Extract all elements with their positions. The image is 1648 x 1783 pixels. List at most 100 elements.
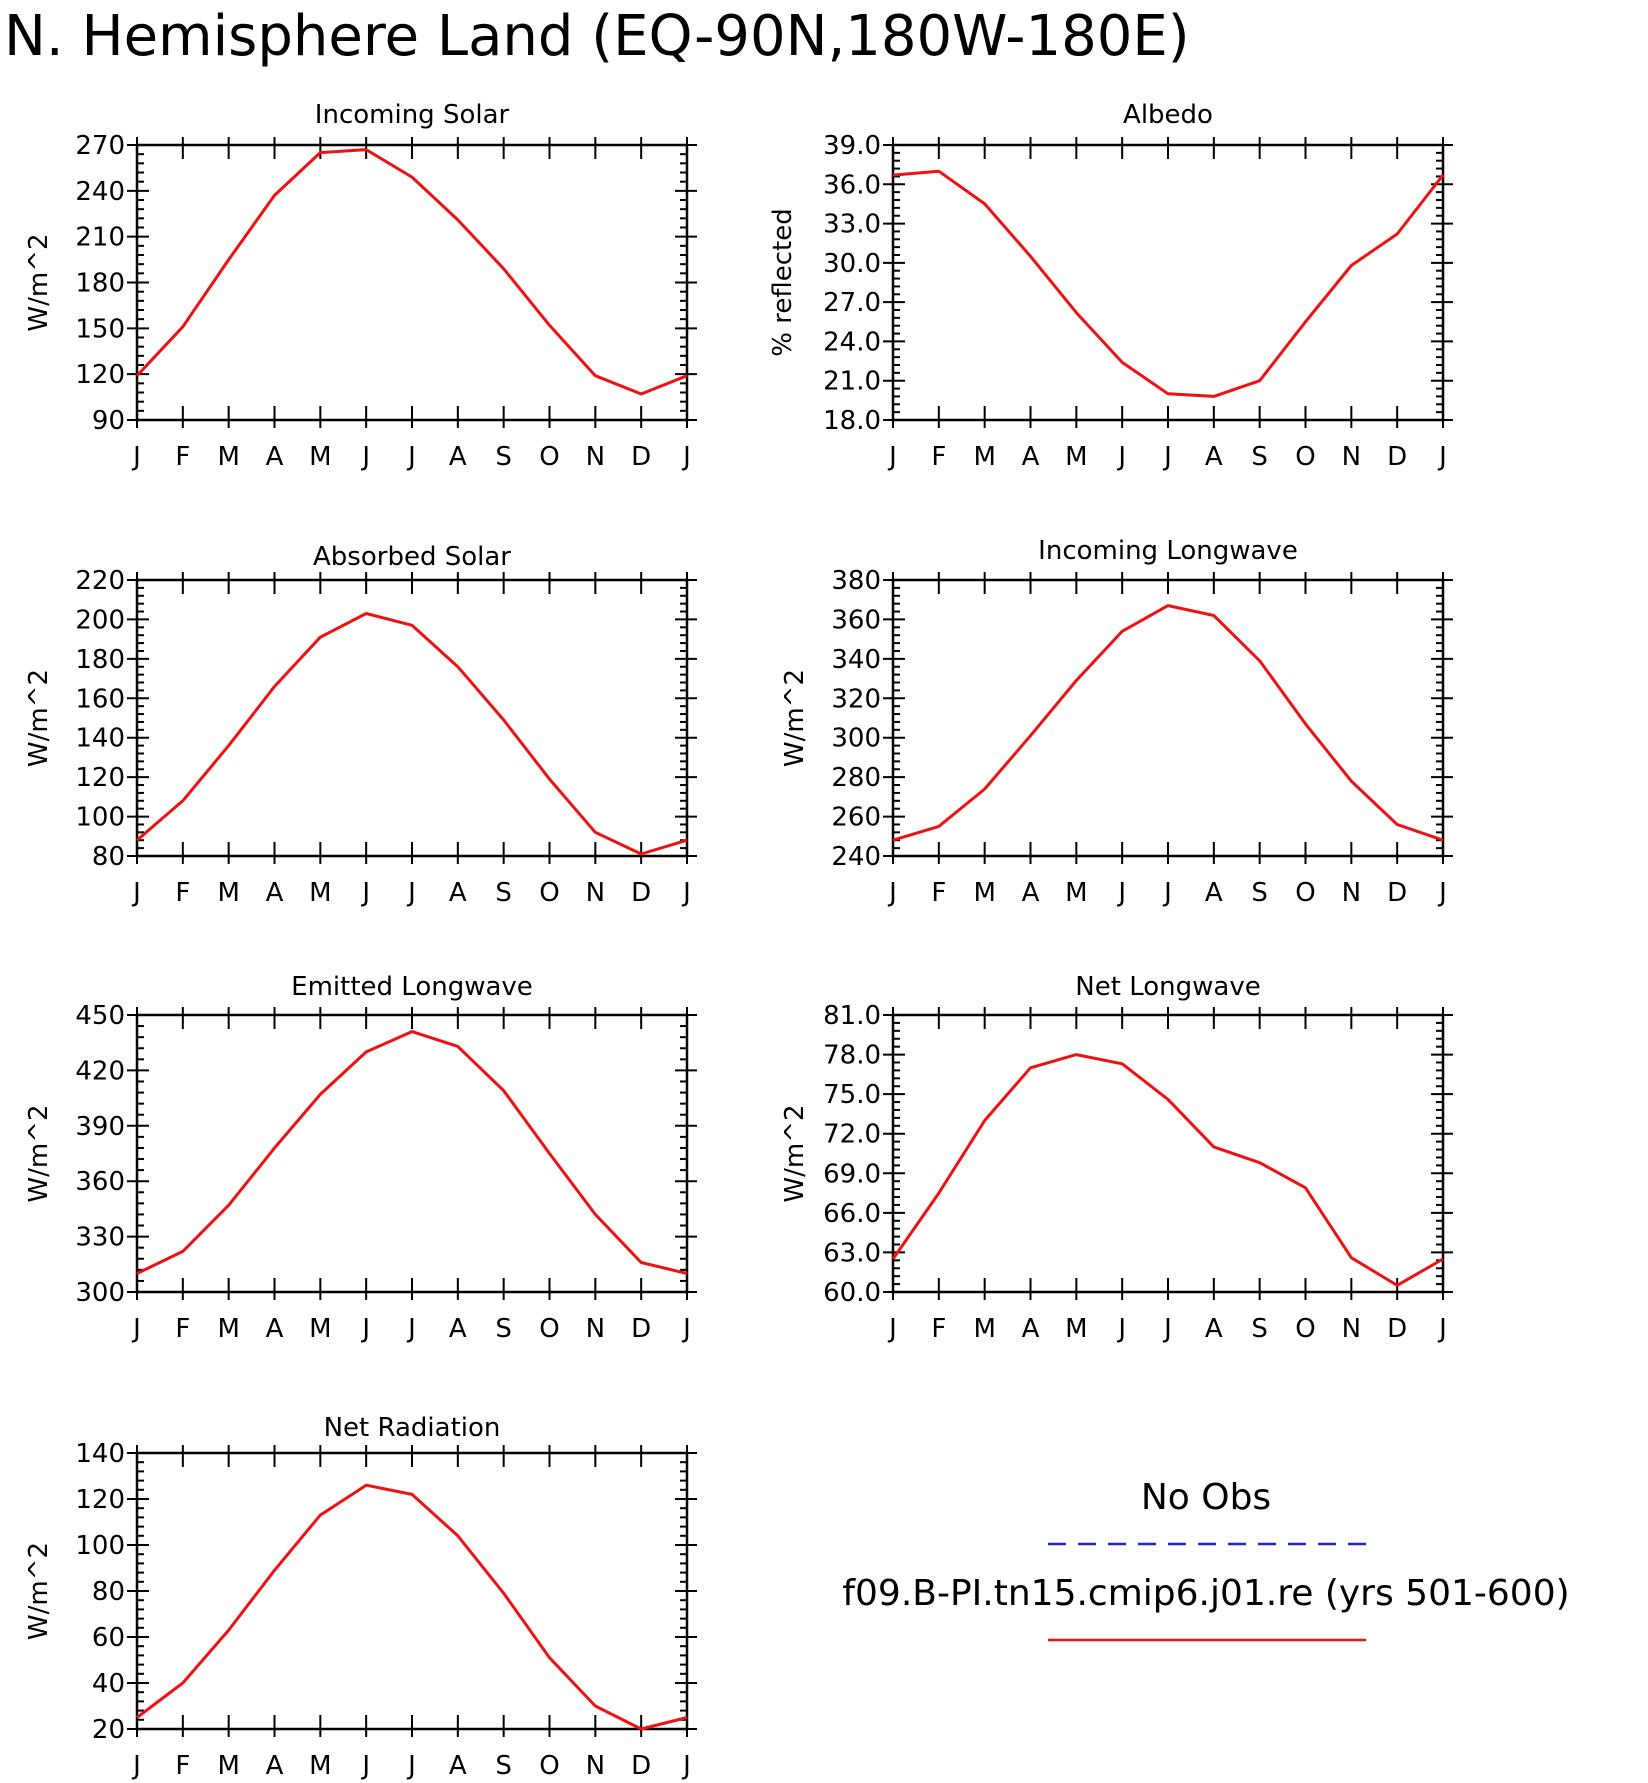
x-tick-label: A (1022, 442, 1040, 472)
x-tick-label: A (449, 1314, 467, 1344)
y-tick-label: 33.0 (823, 210, 881, 240)
y-tick-label: 300 (831, 724, 881, 754)
y-tick-label: 80 (92, 842, 125, 872)
y-tick-label: 40 (92, 1669, 125, 1699)
x-tick-label: J (360, 1314, 370, 1344)
y-tick-label: 30.0 (823, 249, 881, 279)
x-tick-label: M (1065, 878, 1087, 908)
x-tick-label: N (1342, 1314, 1361, 1344)
x-tick-label: S (495, 878, 512, 908)
y-tick-label: 66.0 (823, 1199, 881, 1229)
x-tick-label: A (1205, 442, 1223, 472)
x-tick-label: N (1342, 442, 1361, 472)
panel-title: Albedo (1123, 100, 1213, 130)
y-tick-label: 21.0 (823, 367, 881, 397)
legend-obs-label: No Obs (1141, 1477, 1271, 1518)
x-tick-label: J (406, 1751, 416, 1781)
x-tick-label: J (406, 442, 416, 472)
x-tick-label: N (586, 442, 605, 472)
x-tick-label: M (973, 878, 995, 908)
y-tick-label: 390 (75, 1112, 125, 1142)
x-tick-label: A (449, 442, 467, 472)
series-line (135, 148, 688, 396)
y-axis-label: W/m^2 (24, 1104, 54, 1202)
plot-frame (891, 578, 1445, 858)
y-tick-label: 60.0 (823, 1278, 881, 1308)
x-tick-label: M (217, 1751, 239, 1781)
y-tick-label: 300 (75, 1278, 125, 1308)
x-tick-label: M (309, 1751, 331, 1781)
y-tick-label: 200 (75, 605, 125, 635)
x-tick-label: J (1116, 1314, 1126, 1344)
x-tick-label: D (1387, 878, 1407, 908)
y-tick-label: 69.0 (823, 1159, 881, 1189)
y-axis-label: W/m^2 (24, 1542, 54, 1640)
x-tick-label: N (586, 1314, 605, 1344)
plot-frame (891, 143, 1445, 422)
y-axis-label: W/m^2 (24, 233, 54, 331)
x-tick-label: D (631, 1751, 651, 1781)
x-tick-label: J (131, 1314, 141, 1344)
series-line (136, 1483, 688, 1731)
x-tick-label: J (1437, 442, 1447, 472)
y-tick-label: 27.0 (823, 288, 881, 318)
y-tick-label: 120 (75, 763, 125, 793)
y-tick-label: 220 (75, 566, 125, 596)
x-tick-label: D (1387, 1314, 1407, 1344)
y-tick-label: 270 (75, 131, 125, 161)
y-tick-label: 60 (92, 1623, 125, 1653)
x-tick-label: F (175, 878, 190, 908)
x-tick-label: N (1342, 878, 1361, 908)
x-tick-label: A (449, 878, 467, 908)
x-tick-label: A (1022, 878, 1040, 908)
x-tick-label: F (931, 1314, 946, 1344)
y-tick-label: 340 (831, 645, 881, 675)
y-tick-label: 80 (92, 1577, 125, 1607)
x-tick-label: N (586, 1751, 605, 1781)
y-tick-label: 320 (831, 684, 881, 714)
x-tick-label: M (1065, 442, 1087, 472)
series-line (892, 169, 1445, 398)
x-tick-label: A (266, 878, 284, 908)
y-tick-label: 75.0 (823, 1080, 881, 1110)
y-axis-label: W/m^2 (24, 669, 54, 767)
x-tick-label: M (973, 442, 995, 472)
x-tick-label: J (681, 878, 691, 908)
y-tick-label: 180 (75, 269, 125, 299)
y-axis-label: % reflected (768, 208, 798, 356)
y-tick-label: 18.0 (823, 406, 881, 436)
x-tick-label: J (887, 1314, 897, 1344)
x-tick-label: N (586, 878, 605, 908)
x-tick-label: M (973, 1314, 995, 1344)
y-tick-label: 280 (831, 763, 881, 793)
x-tick-label: J (406, 1314, 416, 1344)
x-tick-label: M (309, 442, 331, 472)
panel-title: Incoming Longwave (1038, 536, 1298, 566)
y-tick-label: 160 (75, 684, 125, 714)
x-tick-label: A (1205, 878, 1223, 908)
x-tick-label: F (175, 442, 190, 472)
y-tick-label: 360 (831, 605, 881, 635)
x-tick-label: O (539, 442, 559, 472)
y-tick-label: 120 (75, 1485, 125, 1515)
x-tick-label: M (309, 878, 331, 908)
plot-frame (891, 1013, 1445, 1294)
y-tick-label: 260 (831, 803, 881, 833)
x-tick-label: J (406, 878, 416, 908)
x-tick-label: O (539, 878, 559, 908)
plot-frame (135, 578, 689, 858)
x-tick-label: S (495, 1314, 512, 1344)
x-tick-label: S (1251, 878, 1268, 908)
x-tick-label: F (175, 1751, 190, 1781)
y-tick-label: 330 (75, 1223, 125, 1253)
x-tick-label: J (1116, 442, 1126, 472)
x-tick-label: J (131, 878, 141, 908)
panel-title: Net Radiation (324, 1413, 501, 1443)
